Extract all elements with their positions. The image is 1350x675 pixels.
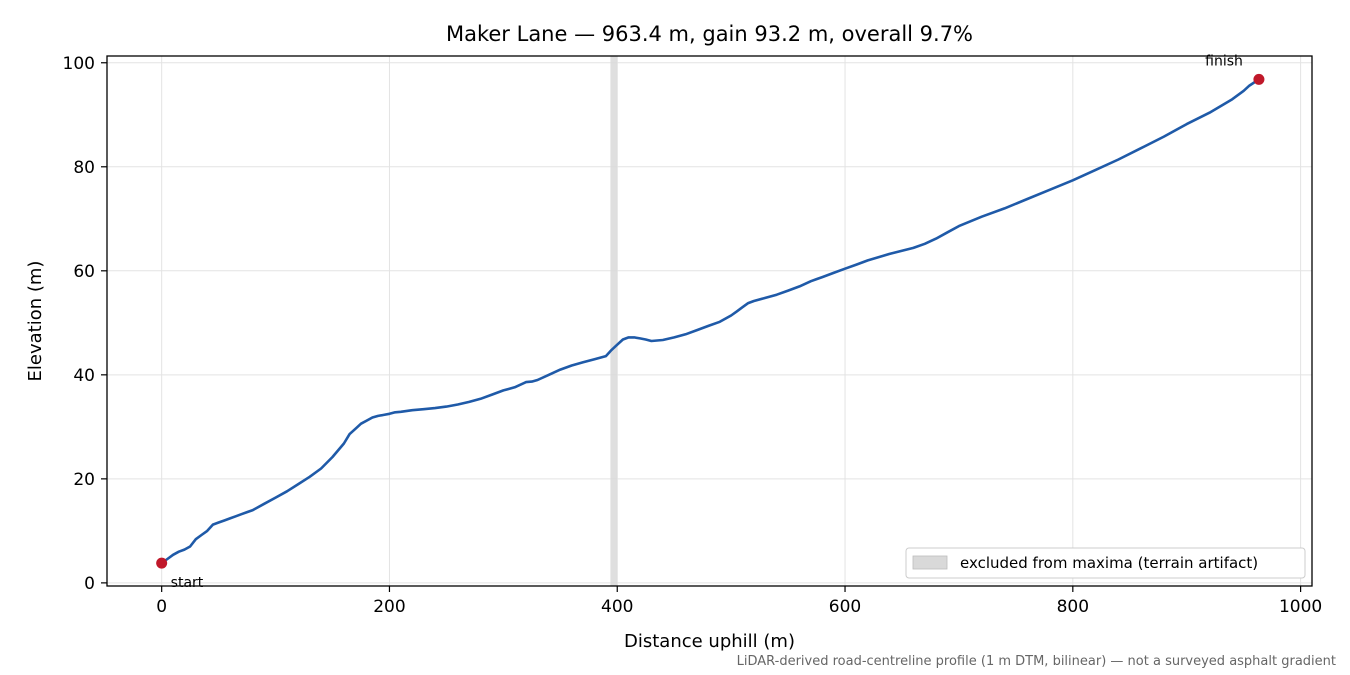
y-tick-label: 80 (73, 158, 95, 178)
finish-label: finish (1205, 53, 1243, 69)
plot-area (107, 56, 1312, 586)
finish-marker (1253, 73, 1265, 85)
x-tick-label: 0 (156, 597, 167, 617)
y-axis-label: Elevation (m) (25, 261, 46, 382)
x-axis-label: Distance uphill (m) (624, 631, 795, 652)
elevation-line (160, 78, 1260, 565)
legend-swatch (912, 555, 948, 570)
legend-entry: excluded from maxima (terrain artifact) (960, 554, 1258, 572)
y-tick-label: 100 (63, 54, 95, 74)
y-tick-label: 40 (73, 366, 95, 386)
x-tick-label: 600 (829, 597, 861, 617)
start-marker (156, 557, 168, 569)
x-tick-label: 800 (1057, 597, 1089, 617)
x-tick-label: 400 (601, 597, 633, 617)
x-tick-label: 200 (373, 597, 405, 617)
chart-caption: LiDAR-derived road-centreline profile (1… (737, 654, 1336, 669)
excluded-band (610, 56, 618, 586)
y-tick-label: 0 (84, 574, 95, 594)
y-tick-label: 60 (73, 262, 95, 282)
y-tick-label: 20 (73, 470, 95, 490)
x-tick-label: 1000 (1279, 597, 1322, 617)
legend-box (905, 547, 1306, 579)
axes-frame (106, 55, 1313, 587)
start-label: start (171, 575, 204, 591)
chart-title: Maker Lane — 963.4 m, gain 93.2 m, overa… (446, 22, 973, 46)
